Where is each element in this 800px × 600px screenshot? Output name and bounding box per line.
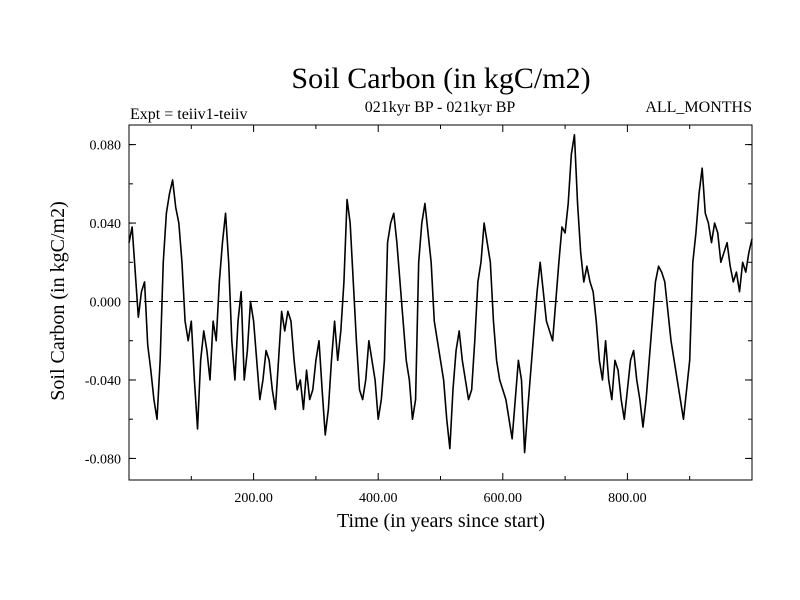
y-tick-label: -0.080 <box>85 452 121 467</box>
chart-title: Soil Carbon (in kgC/m2) <box>291 62 590 95</box>
series-line <box>128 134 753 454</box>
plot-frame <box>128 124 753 481</box>
plot-area: -0.080 -0.040 0.000 0.040 0.080 200.00 400.00 6… <box>85 124 753 506</box>
x-tick-label: 800.00 <box>608 491 647 506</box>
y-tick-label: 0.000 <box>90 296 122 311</box>
x-axis-label: Time (in years since start) <box>337 510 545 532</box>
x-tick-label: 400.00 <box>359 491 398 506</box>
y-axis-label: Soil Carbon (in kgC/m2) <box>47 201 69 400</box>
chart-subtitle-left: Expt = teiiv1-teiiv <box>130 106 247 123</box>
chart-subtitle-center: 021kyr BP - 021kyr BP <box>365 99 516 116</box>
y-tick-label: -0.040 <box>85 374 121 389</box>
x-tick-label: 200.00 <box>234 491 273 506</box>
y-tick-label: 0.080 <box>90 139 122 154</box>
x-tick-label: 600.00 <box>484 491 523 506</box>
chart-subtitle-right: ALL_MONTHS <box>645 99 752 116</box>
y-tick-label: 0.040 <box>90 217 122 232</box>
